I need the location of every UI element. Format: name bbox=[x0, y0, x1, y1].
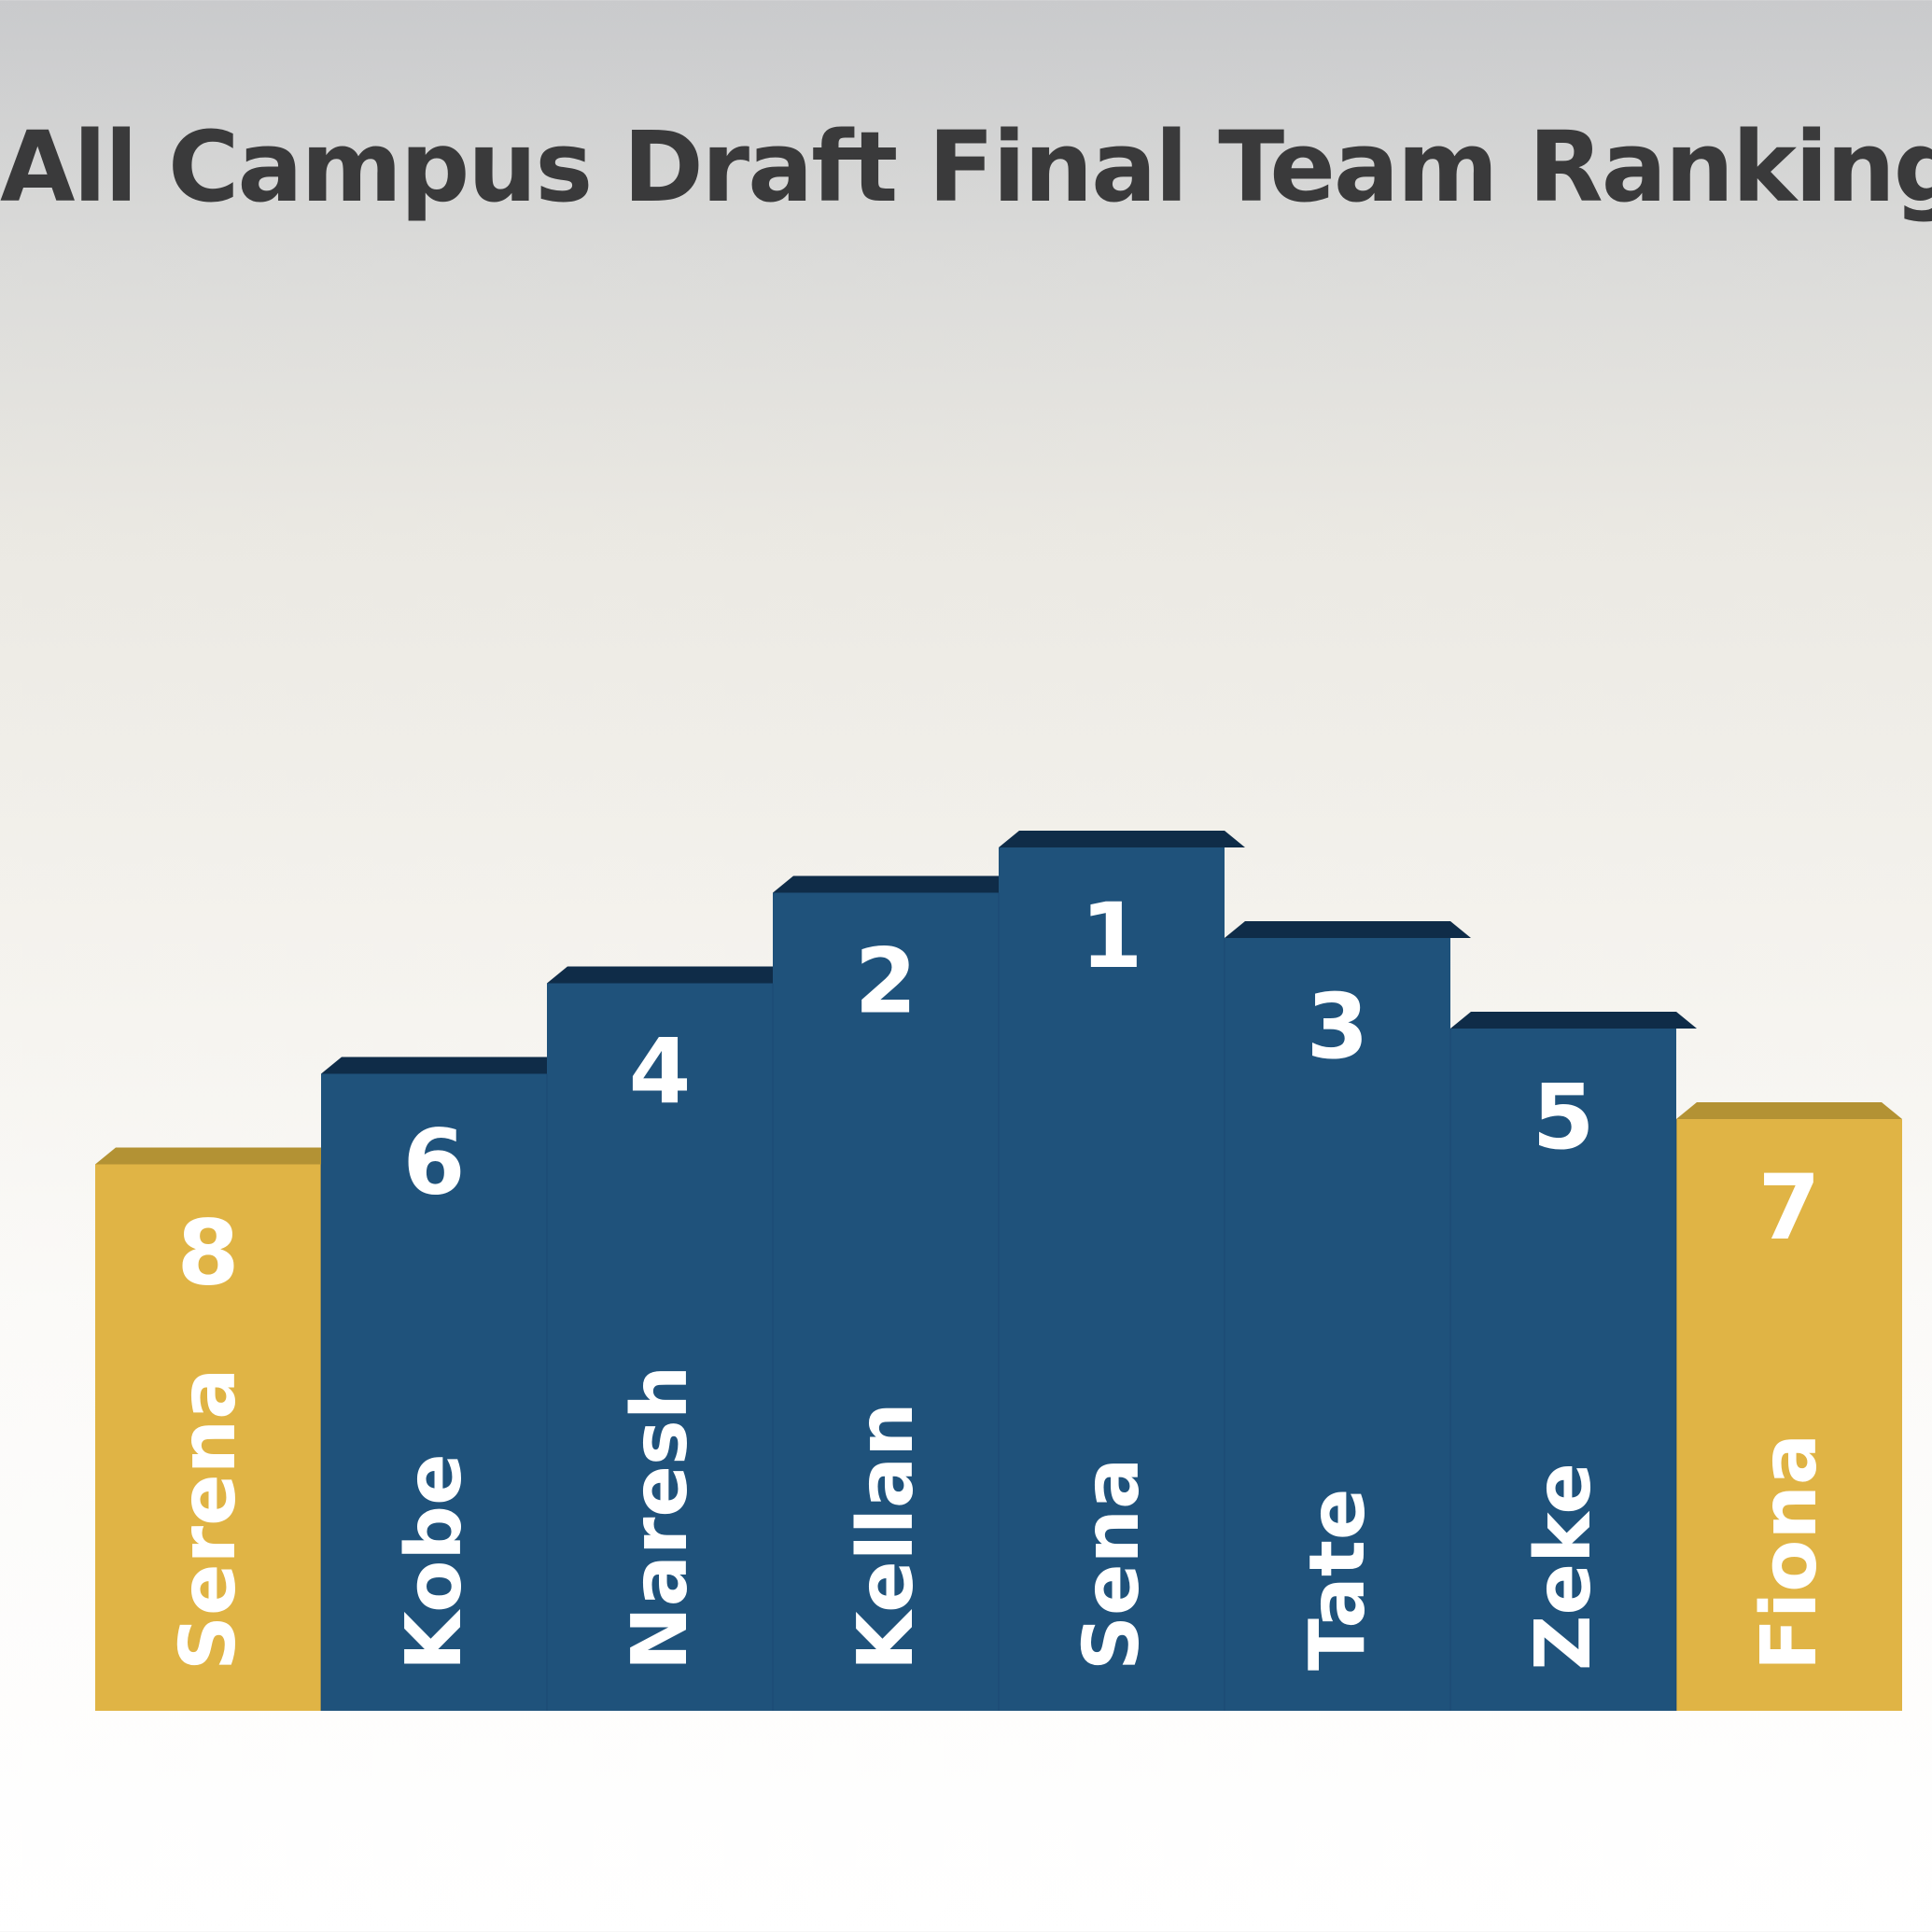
bar-top-zeke bbox=[1450, 1012, 1697, 1029]
chart-title: All Campus Draft Final Team Rankings bbox=[0, 110, 1932, 224]
bar-top-fiona bbox=[1676, 1102, 1902, 1119]
rank-label-serena: 8 bbox=[177, 1201, 240, 1306]
name-label-sena: Sena bbox=[1068, 1458, 1156, 1671]
bars bbox=[95, 847, 1902, 1711]
rank-label-fiona: 7 bbox=[1758, 1155, 1821, 1260]
bar-top-sena bbox=[999, 831, 1245, 847]
name-label-naresh: Naresh bbox=[616, 1365, 705, 1671]
bar-top-kellan bbox=[773, 875, 999, 893]
name-label-serena: Serena bbox=[164, 1368, 253, 1671]
bar-top-serena bbox=[95, 1147, 321, 1165]
bar-naresh bbox=[547, 983, 773, 1711]
rank-label-tate: 3 bbox=[1307, 974, 1369, 1079]
bar-top-tate bbox=[1225, 921, 1471, 938]
name-label-kellan: Kellan bbox=[842, 1402, 931, 1671]
rank-label-zeke: 5 bbox=[1533, 1065, 1595, 1169]
bar-top-ledges bbox=[95, 831, 1902, 1165]
bar-top-kobe bbox=[321, 1057, 547, 1074]
bar-fiona bbox=[1676, 1119, 1902, 1711]
name-label-zeke: Zeke bbox=[1519, 1463, 1608, 1671]
rank-label-sena: 1 bbox=[1081, 884, 1143, 988]
name-label-tate: Tate bbox=[1294, 1488, 1382, 1671]
bar-separators bbox=[320, 892, 1677, 1711]
rank-label-kobe: 6 bbox=[403, 1111, 466, 1215]
bar-sena bbox=[999, 847, 1225, 1711]
bar-labels: 8 Serena 6 Kobe 4 Naresh 2 Kellan 1 Sena 3 Tate 5 Zek… bbox=[164, 884, 1834, 1671]
bar-top-naresh bbox=[547, 966, 773, 984]
bar-zeke bbox=[1450, 1029, 1676, 1711]
name-label-fiona: Fiona bbox=[1745, 1434, 1834, 1671]
name-label-kobe: Kobe bbox=[390, 1453, 479, 1671]
rank-label-naresh: 4 bbox=[629, 1020, 692, 1125]
bar-kobe bbox=[321, 1073, 547, 1711]
bar-kellan bbox=[773, 892, 999, 1711]
bar-tate bbox=[1225, 938, 1450, 1711]
bar-serena bbox=[95, 1164, 321, 1711]
rank-label-kellan: 2 bbox=[855, 930, 917, 1034]
